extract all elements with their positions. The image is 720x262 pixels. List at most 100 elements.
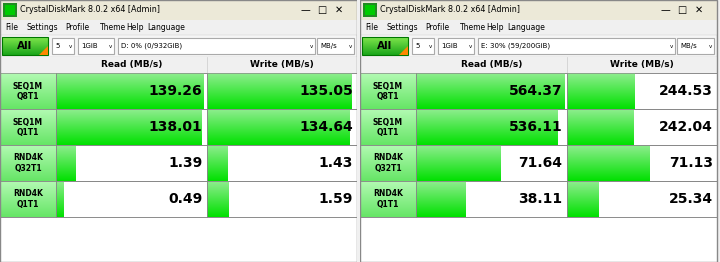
FancyBboxPatch shape	[78, 38, 114, 54]
Text: Language: Language	[148, 23, 186, 32]
FancyBboxPatch shape	[317, 38, 354, 54]
FancyBboxPatch shape	[5, 5, 15, 15]
Text: Profile: Profile	[66, 23, 89, 32]
Text: SEQ1M: SEQ1M	[13, 81, 43, 90]
Text: RND4K: RND4K	[13, 189, 43, 199]
FancyBboxPatch shape	[207, 73, 357, 109]
Text: v: v	[348, 45, 351, 50]
Text: Help: Help	[126, 23, 143, 32]
FancyBboxPatch shape	[412, 38, 434, 54]
Text: CrystalDiskMark 8.0.2 x64 [Admin]: CrystalDiskMark 8.0.2 x64 [Admin]	[20, 6, 160, 14]
Text: File: File	[365, 23, 378, 32]
Text: 138.01: 138.01	[149, 120, 202, 134]
Text: Theme: Theme	[460, 23, 486, 32]
Text: v: v	[670, 45, 672, 50]
Text: 242.04: 242.04	[659, 120, 713, 134]
Text: Q32T1: Q32T1	[14, 163, 42, 172]
Text: v: v	[68, 45, 71, 50]
Text: All: All	[17, 41, 32, 51]
Text: 5: 5	[55, 43, 59, 49]
Text: SEQ1M: SEQ1M	[373, 81, 403, 90]
FancyBboxPatch shape	[438, 38, 474, 54]
FancyBboxPatch shape	[0, 109, 357, 145]
Text: SEQ1M: SEQ1M	[13, 117, 43, 127]
FancyBboxPatch shape	[478, 38, 675, 54]
Text: Write (MB/s): Write (MB/s)	[250, 61, 314, 69]
Polygon shape	[39, 46, 48, 55]
FancyBboxPatch shape	[360, 20, 717, 35]
Text: v: v	[708, 45, 711, 50]
FancyBboxPatch shape	[52, 38, 74, 54]
Text: ✕: ✕	[695, 5, 703, 15]
Text: Q8T1: Q8T1	[377, 91, 400, 101]
Text: RND4K: RND4K	[373, 189, 403, 199]
Text: MB/s: MB/s	[320, 43, 337, 49]
Text: Settings: Settings	[387, 23, 418, 32]
Text: D: 0% (0/932GiB): D: 0% (0/932GiB)	[121, 43, 182, 49]
FancyBboxPatch shape	[567, 145, 717, 181]
FancyBboxPatch shape	[56, 73, 207, 109]
FancyBboxPatch shape	[567, 181, 717, 217]
Text: Settings: Settings	[27, 23, 58, 32]
FancyBboxPatch shape	[416, 181, 567, 217]
Text: Q1T1: Q1T1	[17, 128, 39, 137]
Text: Theme: Theme	[100, 23, 126, 32]
Text: 1GiB: 1GiB	[81, 43, 98, 49]
FancyBboxPatch shape	[207, 181, 357, 217]
Text: 25.34: 25.34	[669, 192, 713, 206]
Text: □: □	[678, 5, 687, 15]
FancyBboxPatch shape	[416, 109, 567, 145]
Polygon shape	[399, 46, 408, 55]
Text: ✕: ✕	[335, 5, 343, 15]
FancyBboxPatch shape	[416, 73, 567, 109]
Text: 1.43: 1.43	[319, 156, 353, 170]
Text: v: v	[428, 45, 431, 50]
Text: SEQ1M: SEQ1M	[373, 117, 403, 127]
FancyBboxPatch shape	[357, 0, 360, 262]
Text: Q1T1: Q1T1	[377, 199, 399, 209]
FancyBboxPatch shape	[0, 73, 357, 109]
Text: v: v	[310, 45, 312, 50]
Text: v: v	[469, 45, 472, 50]
Text: Write (MB/s): Write (MB/s)	[610, 61, 674, 69]
Text: 1.59: 1.59	[319, 192, 353, 206]
FancyBboxPatch shape	[56, 145, 207, 181]
Text: E: 30% (59/200GiB): E: 30% (59/200GiB)	[481, 43, 550, 49]
FancyBboxPatch shape	[360, 57, 717, 73]
Text: 135.05: 135.05	[300, 84, 353, 98]
Text: —: —	[660, 5, 670, 15]
Text: RND4K: RND4K	[13, 154, 43, 162]
Text: 38.11: 38.11	[518, 192, 562, 206]
Text: 71.64: 71.64	[518, 156, 562, 170]
FancyBboxPatch shape	[0, 20, 357, 35]
Text: File: File	[5, 23, 18, 32]
Text: 139.26: 139.26	[149, 84, 202, 98]
Text: 1GiB: 1GiB	[441, 43, 458, 49]
FancyBboxPatch shape	[363, 3, 377, 17]
Text: □: □	[318, 5, 327, 15]
Text: Q32T1: Q32T1	[374, 163, 402, 172]
Text: Language: Language	[508, 23, 546, 32]
FancyBboxPatch shape	[0, 0, 357, 20]
FancyBboxPatch shape	[567, 109, 717, 145]
FancyBboxPatch shape	[3, 3, 17, 17]
Text: MB/s: MB/s	[680, 43, 697, 49]
FancyBboxPatch shape	[360, 181, 717, 217]
Text: 244.53: 244.53	[659, 84, 713, 98]
FancyBboxPatch shape	[360, 73, 717, 109]
FancyBboxPatch shape	[207, 145, 357, 181]
Text: 71.13: 71.13	[669, 156, 713, 170]
Text: 5: 5	[415, 43, 419, 49]
FancyBboxPatch shape	[0, 35, 357, 57]
FancyBboxPatch shape	[0, 145, 357, 181]
FancyBboxPatch shape	[118, 38, 315, 54]
Text: All: All	[377, 41, 392, 51]
Text: 564.37: 564.37	[509, 84, 562, 98]
Text: Q1T1: Q1T1	[17, 199, 39, 209]
Text: Q8T1: Q8T1	[17, 91, 40, 101]
FancyBboxPatch shape	[360, 0, 717, 20]
Text: Read (MB/s): Read (MB/s)	[101, 61, 162, 69]
FancyBboxPatch shape	[360, 109, 717, 145]
Text: RND4K: RND4K	[373, 154, 403, 162]
Text: CrystalDiskMark 8.0.2 x64 [Admin]: CrystalDiskMark 8.0.2 x64 [Admin]	[380, 6, 520, 14]
